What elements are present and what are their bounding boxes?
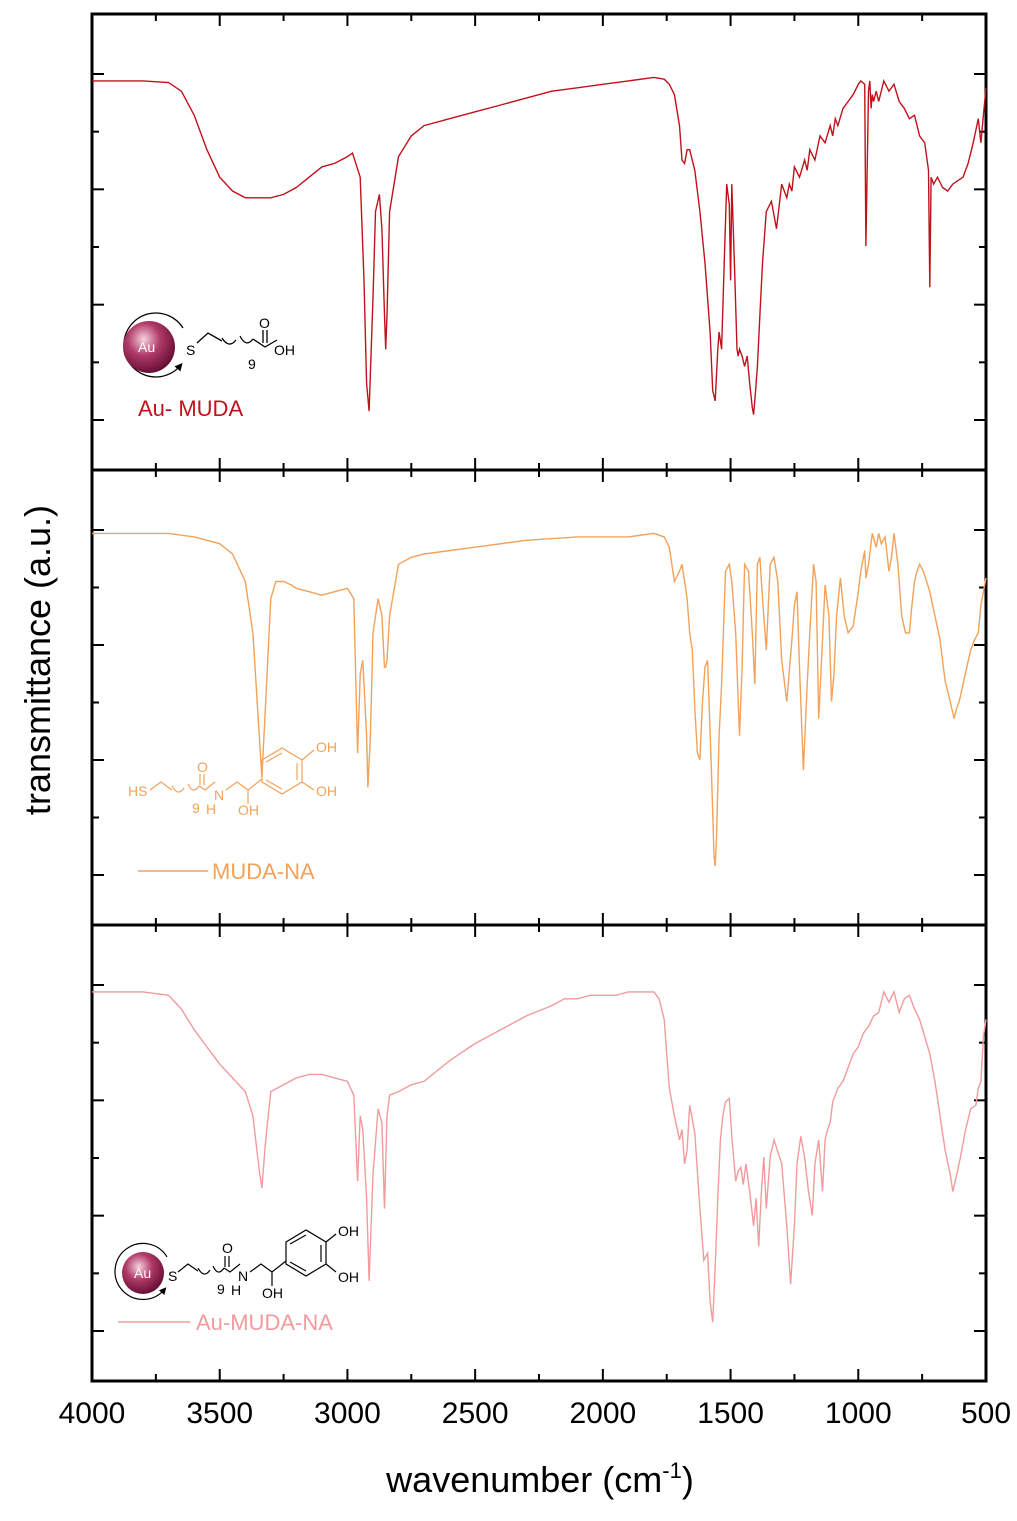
ethyl-bonds [225,778,263,791]
series-line-muda-na [92,532,987,867]
legend-label-muda-na: MUDA-NA [212,859,315,884]
series-line-au-muda [92,76,987,415]
alcohol-label: OH [238,802,259,818]
repeat-count-label: 9 [248,356,256,372]
alkyl-chain [177,1263,199,1273]
oxygen-label: O [259,315,270,331]
rotation-arrow-icon [114,1242,168,1301]
ring-double-bond [289,1234,307,1245]
amide-bonds [223,1263,241,1273]
nitrogen-label: N [238,1268,248,1284]
phenol-label-2: OH [338,1269,359,1285]
ring-double-bond [265,779,283,790]
structure-au-muda-na: Au S 9 O N H OH OH OH [114,1223,359,1301]
ring-double-bond [289,1261,307,1272]
x-tick-labels: 4000 3500 3000 2500 2000 1500 1000 500 [59,1397,1011,1430]
spectrum-panel-muda-na [92,532,987,867]
oh-bond [301,781,315,791]
x-axis-title: wavenumber (cm-1) [385,1458,694,1500]
catechol-ring [285,1229,327,1277]
spectrum-panel-au-muda [92,76,987,415]
sulfur-label: S [168,1268,177,1284]
repeat-count-label: 9 [217,1281,225,1297]
alkyl-chain [149,781,173,791]
x-tick-label: 2000 [569,1397,636,1430]
phenol-label-1: OH [316,739,337,755]
ethyl-bonds [249,1260,287,1273]
phenol-label-1: OH [338,1223,359,1239]
legend-label-au-muda: Au- MUDA [138,396,243,421]
alkyl-chain [196,332,223,344]
amide-bonds [198,781,216,791]
y-axis-title: transmittance (a.u.) [17,505,58,815]
ring-double-bond [265,752,283,763]
tick-marks [91,14,987,1381]
structure-muda-na: HS 9 O N H OH OH OH [128,739,337,818]
plot-frame [90,12,988,1383]
oh-bond [325,1233,337,1243]
nitrogen-label: N [214,787,224,803]
oxygen-label: O [222,1240,233,1256]
au-label: Au [134,1265,151,1281]
oxygen-label: O [197,759,208,775]
au-label: Au [138,339,155,355]
x-tick-label: 500 [961,1397,1011,1430]
x-tick-label: 2500 [442,1397,509,1430]
chain-repeat-bracket [221,335,254,345]
oh-bond [301,749,315,761]
catechol-ring [261,747,303,795]
nh-hydrogen-label: H [206,801,216,817]
gold-nanoparticle-icon [122,1252,164,1294]
alcohol-label: OH [262,1285,283,1301]
hydroxyl-label: OH [274,342,295,358]
x-tick-label: 3000 [314,1397,381,1430]
x-tick-label: 4000 [59,1397,126,1430]
x-tick-label: 3500 [186,1397,253,1430]
x-tick-label: 1500 [697,1397,764,1430]
sulfur-label: S [186,342,195,358]
spectrum-panel-au-muda-na [92,989,987,1323]
thiol-label: HS [128,783,147,799]
chain-repeat-bracket [197,1265,225,1275]
x-tick-label: 1000 [825,1397,892,1430]
legend-label-au-muda-na: Au-MUDA-NA [196,1310,333,1335]
phenol-label-2: OH [316,783,337,799]
chain-repeat-bracket [171,783,200,793]
structure-au-muda: Au S 9 O OH [123,312,295,378]
gold-nanoparticle-icon [123,321,175,373]
series-line-au-muda-na [92,989,987,1323]
oh-bond [325,1263,337,1273]
carboxyl-bonds [252,338,278,348]
repeat-count-label: 9 [192,800,200,816]
nh-hydrogen-label: H [231,1282,241,1298]
